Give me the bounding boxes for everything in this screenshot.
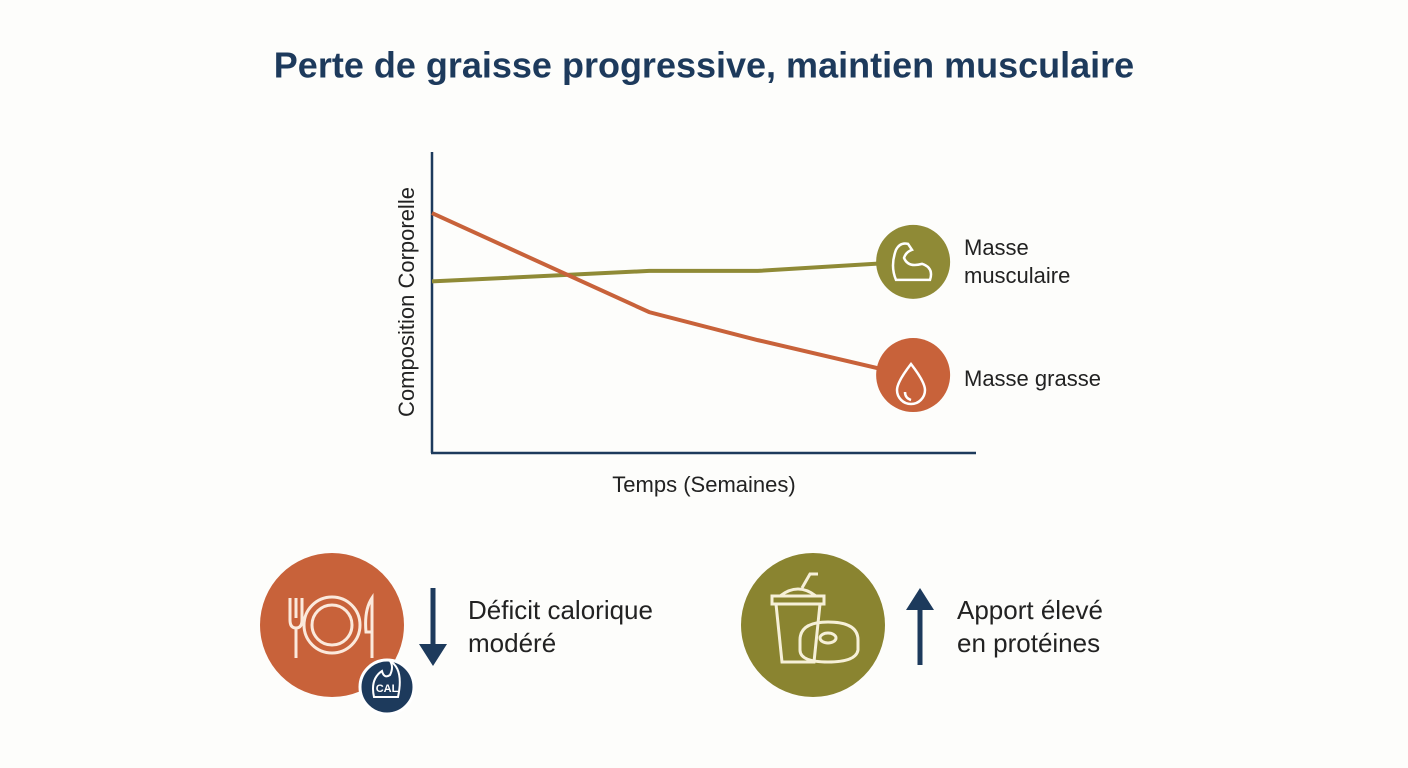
chart-title: Perte de graisse progressive, maintien m…: [274, 45, 1134, 86]
series-marker: [876, 224, 951, 299]
series-marker: [876, 338, 951, 413]
y-axis-label: Composition Corporelle: [394, 187, 419, 417]
badge-text: CAL: [376, 683, 399, 695]
x-axis-label: Temps (Semaines): [612, 472, 795, 497]
marker-circle: [876, 338, 951, 413]
up-arrow-head: [906, 588, 934, 610]
marker-circle: [876, 224, 951, 299]
marker-icon: [891, 242, 933, 282]
series-line: [431, 211, 908, 377]
calorie-icon: CAL: [260, 553, 416, 716]
protein-icon: [741, 553, 885, 697]
tip-line: modéré: [468, 628, 557, 658]
tip-text: Apport élevé en protéines: [957, 594, 1103, 660]
series-label: Masse grasse: [964, 366, 1101, 391]
tip-line: Déficit calorique: [468, 595, 653, 625]
tip-line: Apport élevé: [957, 595, 1103, 625]
tip-text: Déficit calorique modéré: [468, 594, 653, 660]
series-line: [431, 259, 908, 284]
series-label: Masse musculaire: [964, 235, 1071, 288]
marker-icon: [895, 362, 927, 406]
down-arrow-head: [419, 644, 447, 666]
tip-line: en protéines: [957, 628, 1101, 658]
